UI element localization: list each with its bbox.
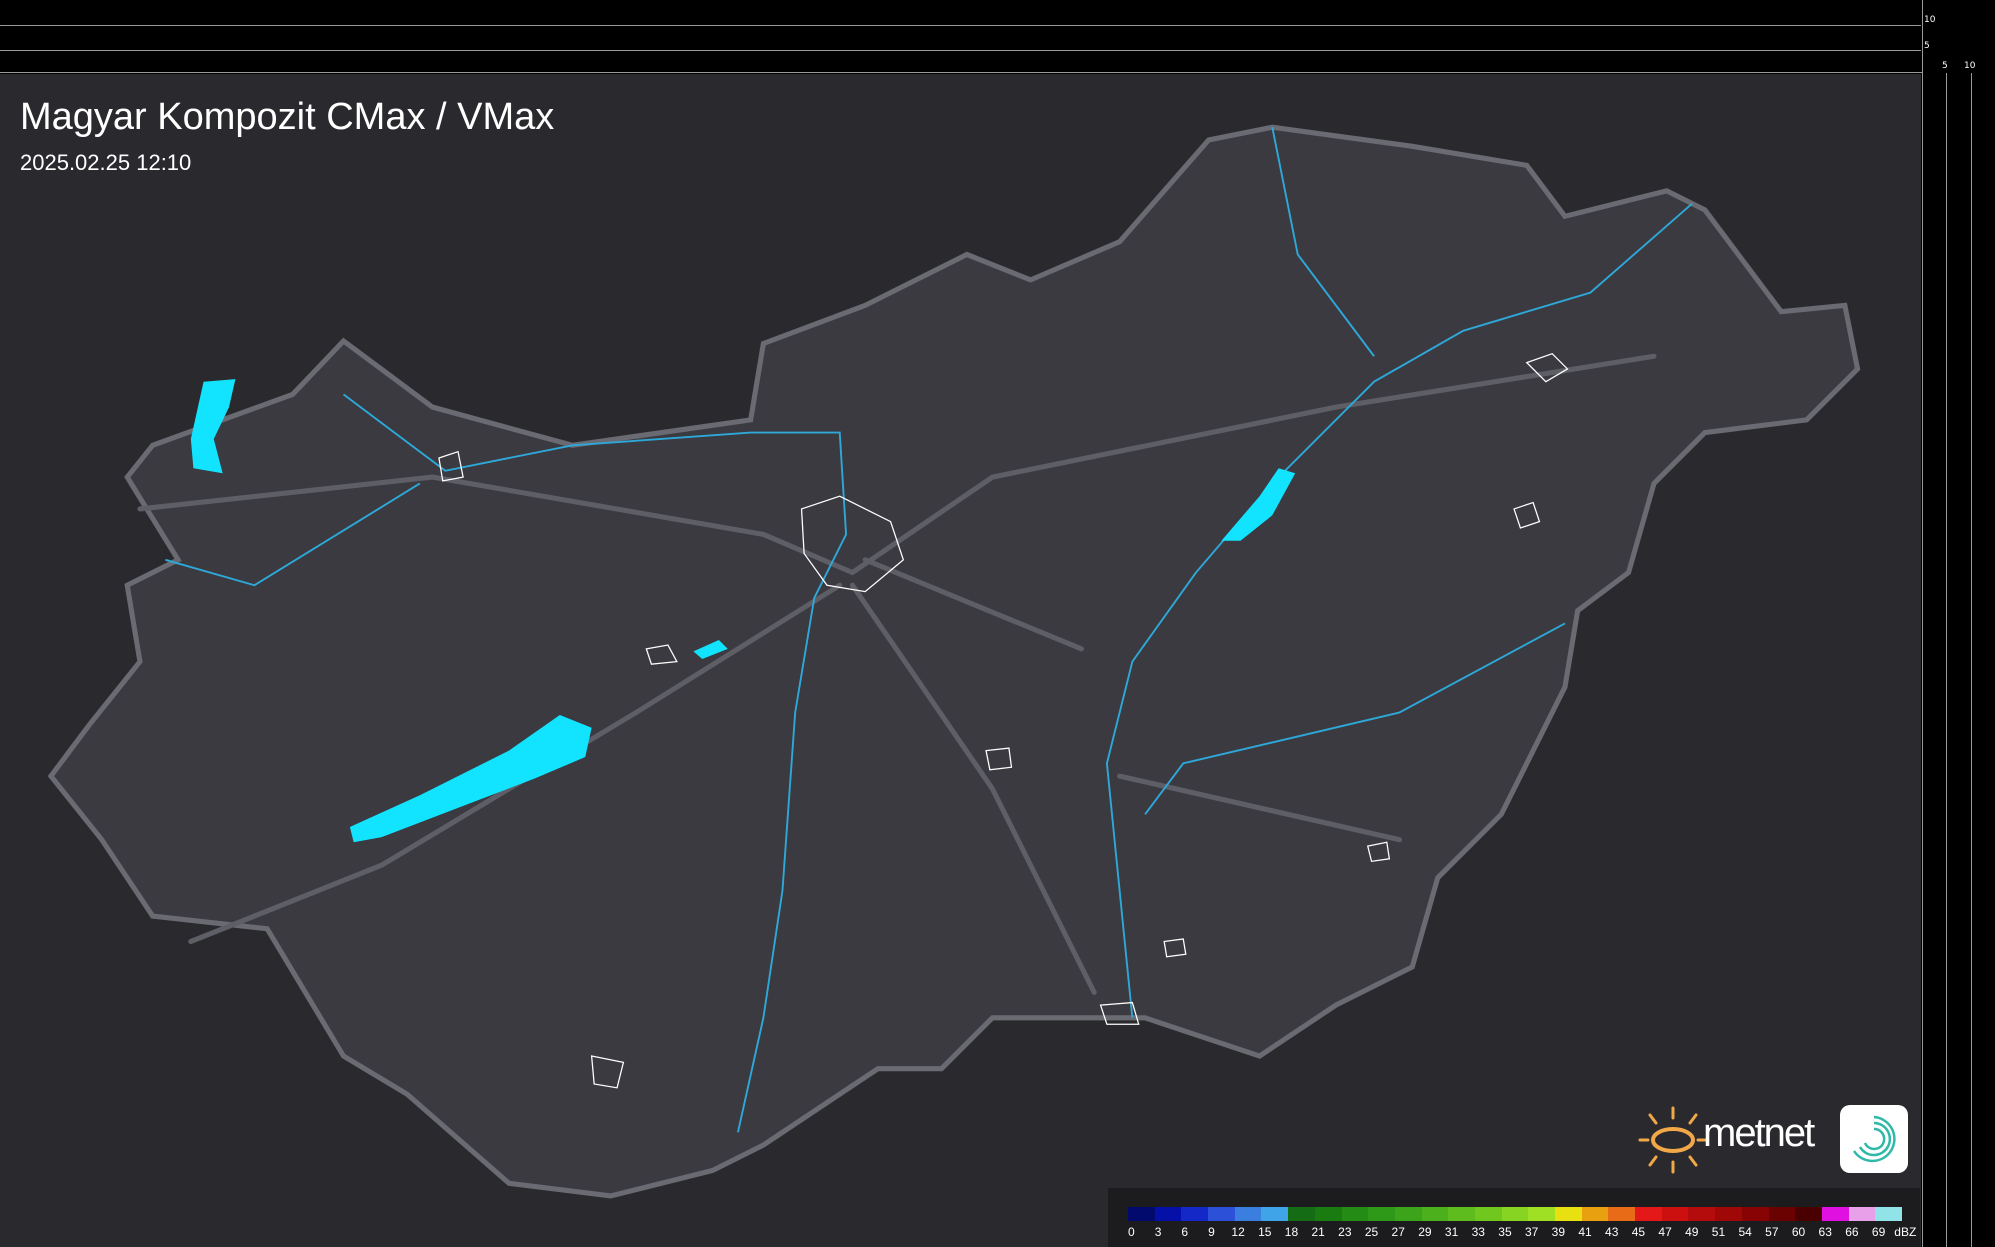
legend-label: 66	[1845, 1225, 1859, 1239]
legend-label: 37	[1524, 1225, 1539, 1239]
city-budapest	[800, 495, 905, 593]
side-axis-strip: 10 5 5 10	[1922, 0, 1995, 1247]
legend-label: 54	[1738, 1225, 1752, 1239]
legend-swatch	[1795, 1207, 1822, 1221]
legend-swatch	[1394, 1207, 1422, 1221]
legend-color-bar	[1128, 1207, 1902, 1221]
legend-label: 69	[1871, 1225, 1886, 1239]
lake-neusiedl	[190, 379, 236, 474]
legend-swatch	[1234, 1207, 1262, 1221]
axis-vertical-base	[1922, 0, 1923, 1247]
top-axis-strip	[0, 0, 1995, 73]
legend-label: 6	[1181, 1225, 1189, 1239]
legend-label: 27	[1391, 1225, 1405, 1239]
lakes	[190, 379, 1296, 843]
danube-river	[342, 393, 848, 1133]
legend-label: 31	[1444, 1225, 1459, 1239]
legend-swatch	[1181, 1207, 1209, 1221]
legend-swatch	[1474, 1207, 1502, 1221]
legend-swatch	[1288, 1207, 1315, 1221]
legend-label: 29	[1418, 1225, 1432, 1239]
legend-swatch	[1581, 1207, 1609, 1221]
legend-swatch	[1848, 1207, 1876, 1221]
axis-vline-10	[1971, 73, 1972, 1247]
legend-swatch	[1688, 1207, 1716, 1221]
legend-label: 9	[1208, 1225, 1215, 1239]
legend-swatch	[1715, 1207, 1742, 1221]
legend-swatch	[1261, 1207, 1289, 1221]
legend-swatch	[1314, 1207, 1342, 1221]
legend-label: 60	[1791, 1225, 1806, 1239]
legend-swatch	[1501, 1207, 1529, 1221]
legend-label: 23	[1338, 1225, 1352, 1239]
legend-label: 43	[1605, 1225, 1619, 1239]
axis-line-5	[0, 50, 1921, 51]
swirl-app-icon	[1840, 1105, 1908, 1173]
legend-label: 45	[1631, 1225, 1646, 1239]
metnet-logo: metnet	[1638, 1105, 1908, 1175]
map-timestamp: 2025.02.25 12:10	[20, 150, 192, 175]
legend-swatch	[1608, 1207, 1636, 1221]
legend-swatch	[1875, 1207, 1902, 1221]
legend-label: 39	[1551, 1225, 1566, 1239]
legend-label: 3	[1154, 1225, 1162, 1239]
legend-label: 35	[1498, 1225, 1512, 1239]
legend-swatch	[1555, 1207, 1582, 1221]
legend-label: 33	[1471, 1225, 1485, 1239]
legend-labels: 0 3 6 9 12 15 18 21 23 25 27 29 31 33 35 37 39 41 43 45 47 49…	[1118, 1225, 1919, 1239]
legend-swatch	[1208, 1207, 1235, 1221]
sun-icon	[1638, 1106, 1708, 1174]
legend-swatch	[1128, 1207, 1155, 1221]
legend-swatch	[1661, 1207, 1689, 1221]
map-title: Magyar Kompozit CMax / VMax	[20, 96, 555, 138]
dbz-color-legend: 0 3 6 9 12 15 18 21 23 25 27 29 31 33 35 37 39 41 43 45 47 49…	[1108, 1188, 1920, 1247]
legend-label: 25	[1364, 1225, 1379, 1239]
tick-label: 5	[1924, 41, 1930, 51]
tick-label: 10	[1924, 15, 1936, 25]
legend-swatch	[1368, 1207, 1395, 1221]
legend-label: 15	[1258, 1225, 1272, 1239]
metnet-logo-text: metnet	[1703, 1111, 1815, 1155]
legend-label: 18	[1284, 1225, 1299, 1239]
legend-label: 41	[1578, 1225, 1592, 1239]
legend-label: 0	[1128, 1225, 1135, 1239]
legend-swatch	[1421, 1207, 1449, 1221]
legend-label: 57	[1765, 1225, 1779, 1239]
legend-swatch	[1635, 1207, 1662, 1221]
legend-swatch	[1821, 1207, 1849, 1221]
legend-swatch	[1448, 1207, 1475, 1221]
axis-baseline	[0, 72, 1995, 73]
legend-swatch	[1341, 1207, 1369, 1221]
tick-label: 5	[1942, 61, 1948, 71]
radar-map	[0, 74, 1921, 1247]
legend-swatch	[1741, 1207, 1769, 1221]
lake-balaton	[349, 715, 592, 843]
lake-velence	[693, 639, 728, 660]
legend-unit: dBZ	[1894, 1225, 1917, 1239]
legend-swatch	[1768, 1207, 1796, 1221]
legend-label: 49	[1685, 1225, 1699, 1239]
legend-label: 47	[1658, 1225, 1672, 1239]
legend-label: 63	[1818, 1225, 1832, 1239]
hungary-country	[47, 124, 1861, 1199]
lake-tisza	[1221, 468, 1296, 541]
legend-label: 21	[1311, 1225, 1325, 1239]
legend-swatch	[1528, 1207, 1555, 1221]
legend-label: 12	[1231, 1225, 1245, 1239]
axis-vline-5	[1946, 73, 1947, 1247]
tick-label: 10	[1964, 61, 1976, 71]
legend-label: 51	[1711, 1225, 1726, 1239]
cities	[438, 352, 1569, 1089]
axis-line-10	[0, 25, 1921, 26]
legend-swatch	[1154, 1207, 1182, 1221]
roads	[137, 353, 1657, 995]
